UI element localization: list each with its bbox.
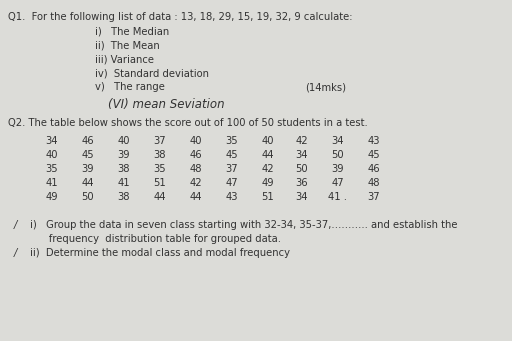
Text: 37: 37 <box>368 192 380 202</box>
Text: 50: 50 <box>332 150 344 160</box>
Text: 46: 46 <box>189 150 202 160</box>
Text: 38: 38 <box>118 192 130 202</box>
Text: 44: 44 <box>262 150 274 160</box>
Text: 49: 49 <box>262 178 274 188</box>
Text: 41: 41 <box>46 178 58 188</box>
Text: 44: 44 <box>154 192 166 202</box>
Text: 38: 38 <box>118 164 130 174</box>
Text: ii)  The Mean: ii) The Mean <box>95 40 160 50</box>
Text: 40: 40 <box>190 136 202 146</box>
Text: 36: 36 <box>296 178 308 188</box>
Text: 40: 40 <box>262 136 274 146</box>
Text: 46: 46 <box>82 136 94 146</box>
Text: v)   The range: v) The range <box>95 82 165 92</box>
Text: Q2. The table below shows the score out of 100 of 50 students in a test.: Q2. The table below shows the score out … <box>8 118 368 128</box>
Text: 34: 34 <box>296 192 308 202</box>
Text: 35: 35 <box>46 164 58 174</box>
Text: 47: 47 <box>332 178 344 188</box>
Text: 35: 35 <box>154 164 166 174</box>
Text: 35: 35 <box>226 136 238 146</box>
Text: 46: 46 <box>368 164 380 174</box>
Text: 51: 51 <box>154 178 166 188</box>
Text: 39: 39 <box>82 164 94 174</box>
Text: 42: 42 <box>296 136 308 146</box>
Text: frequency  distribution table for grouped data.: frequency distribution table for grouped… <box>30 234 281 244</box>
Text: /: / <box>14 248 17 258</box>
Text: 44: 44 <box>82 178 94 188</box>
Text: 45: 45 <box>226 150 238 160</box>
Text: 50: 50 <box>82 192 94 202</box>
Text: i)   Group the data in seven class starting with 32-34, 35-37,……….. and establis: i) Group the data in seven class startin… <box>30 220 458 230</box>
Text: (14mks): (14mks) <box>305 82 346 92</box>
Text: 47: 47 <box>226 178 238 188</box>
Text: ii)  Determine the modal class and modal frequency: ii) Determine the modal class and modal … <box>30 248 290 258</box>
Text: 42: 42 <box>262 164 274 174</box>
Text: (VI) mean Seviation: (VI) mean Seviation <box>108 98 225 111</box>
Text: iii) Variance: iii) Variance <box>95 54 154 64</box>
Text: 42: 42 <box>189 178 202 188</box>
Text: 50: 50 <box>296 164 308 174</box>
Text: 34: 34 <box>46 136 58 146</box>
Text: 34: 34 <box>296 150 308 160</box>
Text: 37: 37 <box>226 164 238 174</box>
Text: 39: 39 <box>332 164 344 174</box>
Text: 49: 49 <box>46 192 58 202</box>
Text: 41 .: 41 . <box>329 192 348 202</box>
Text: i)   The Median: i) The Median <box>95 26 169 36</box>
Text: /: / <box>14 220 17 230</box>
Text: 51: 51 <box>262 192 274 202</box>
Text: 45: 45 <box>368 150 380 160</box>
Text: 34: 34 <box>332 136 344 146</box>
Text: 48: 48 <box>190 164 202 174</box>
Text: 43: 43 <box>368 136 380 146</box>
Text: 41: 41 <box>118 178 131 188</box>
Text: iv)  Standard deviation: iv) Standard deviation <box>95 68 209 78</box>
Text: 40: 40 <box>118 136 130 146</box>
Text: 37: 37 <box>154 136 166 146</box>
Text: 48: 48 <box>368 178 380 188</box>
Text: 44: 44 <box>190 192 202 202</box>
Text: 43: 43 <box>226 192 238 202</box>
Text: Q1.  For the following list of data : 13, 18, 29, 15, 19, 32, 9 calculate:: Q1. For the following list of data : 13,… <box>8 12 352 22</box>
Text: 39: 39 <box>118 150 131 160</box>
Text: 45: 45 <box>82 150 94 160</box>
Text: 38: 38 <box>154 150 166 160</box>
Text: 40: 40 <box>46 150 58 160</box>
